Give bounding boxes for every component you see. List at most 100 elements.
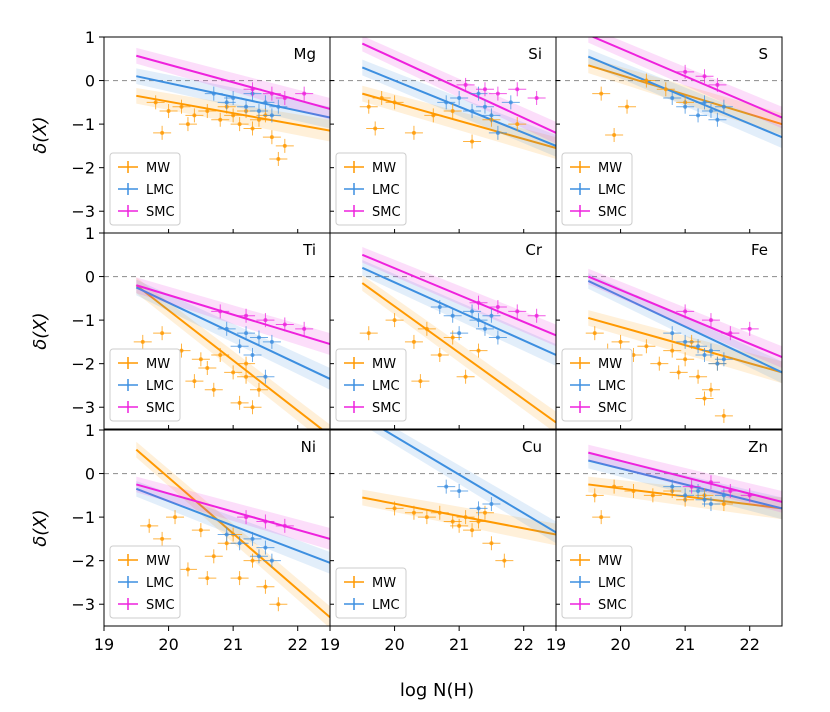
marker [495,91,500,96]
y-tick-label: −2 [71,355,95,374]
marker [411,130,416,135]
legend-label-lmc: LMC [146,576,174,591]
y-tick-label: −2 [71,552,95,571]
data-point-lmc [701,497,720,512]
marker [683,104,688,109]
data-point-mw [224,365,243,380]
data-point-mw [211,112,230,127]
marker [702,352,707,357]
fit-band-lmc [370,430,556,544]
plot-area [104,275,330,429]
marker [250,352,255,357]
legend-label-smc: SMC [146,205,175,220]
x-tick-label: 20 [384,635,404,654]
data-point-smc [701,475,720,490]
data-point-mw [508,117,527,132]
legend-label-mw: MW [146,357,170,372]
marker [276,602,281,607]
marker [476,348,481,353]
data-point-lmc [501,95,520,110]
legend-label-smc: SMC [598,598,627,613]
marker [683,69,688,74]
data-point-mw [159,104,178,119]
data-point-mw [443,104,462,119]
data-point-mw [275,138,294,153]
marker [160,331,165,336]
x-axis-label-bottom: log N(H) [400,680,474,701]
marker [457,488,462,493]
legend-label-lmc: LMC [146,379,174,394]
marker [476,519,481,524]
marker [244,515,249,520]
data-point-lmc [224,90,243,105]
data-point-mw [689,369,708,384]
marker [463,82,468,87]
data-point-lmc [676,488,695,503]
fit-line-lmc [382,430,556,534]
marker [689,484,694,489]
marker [670,95,675,100]
y-axis-label: δ(X) [30,509,51,546]
marker [153,100,158,105]
legend-label-mw: MW [372,357,396,372]
marker [534,313,539,318]
panels-group: Mg MW LMC SMC −3 −2 −1 0 1 δ(X) Si MW LMC SMC S MW LMC SM… [30,28,783,654]
data-point-lmc [676,99,695,114]
data-point-smc [456,77,475,92]
data-point-mw [262,130,281,145]
fit-band-smc [362,37,556,144]
plot-area [104,47,330,166]
data-point-lmc [249,104,268,119]
data-point-mw [450,518,469,533]
panel-ti: Ti MW LMC SMC −3 −2 −1 0 1 δ(X) [30,224,331,430]
data-point-lmc [482,308,501,323]
plot-area [556,37,782,149]
marker [457,95,462,100]
marker [715,82,720,87]
marker [244,361,249,366]
marker [444,484,449,489]
marker [231,95,236,100]
legend-label-mw: MW [372,161,396,176]
data-point-lmc [463,304,482,319]
data-point-mw [643,488,662,503]
element-label: Fe [751,241,768,259]
legend-label-smc: SMC [598,401,627,416]
marker [470,528,475,533]
marker [702,74,707,79]
marker [211,387,216,392]
data-point-mw [585,326,604,341]
fit-line-smc [136,54,330,110]
legend-label-mw: MW [146,161,170,176]
element-label: Cr [525,241,542,259]
data-point-smc [243,82,262,97]
data-point-mw [153,531,172,546]
data-point-lmc [437,95,456,110]
marker [457,523,462,528]
data-point-mw [204,549,223,564]
marker [515,122,520,127]
legend-label-mw: MW [598,161,622,176]
data-point-mw [359,99,378,114]
marker [708,318,713,323]
marker [747,493,752,498]
data-point-mw [256,579,275,594]
x-tick-label: 21 [223,635,243,654]
x-tick-label: 19 [94,635,114,654]
x-tick-label: 22 [514,635,534,654]
marker [173,515,178,520]
panel-si: Si MW LMC SMC [329,36,557,234]
marker [282,322,287,327]
marker [670,348,675,353]
marker [379,95,384,100]
marker [463,515,468,520]
marker [166,109,171,114]
marker [670,484,675,489]
y-tick-label: −2 [71,159,95,178]
marker [450,313,455,318]
marker [708,480,713,485]
marker [263,374,268,379]
fit-band-mw [136,277,330,429]
data-point-mw [605,479,624,494]
marker [676,370,681,375]
